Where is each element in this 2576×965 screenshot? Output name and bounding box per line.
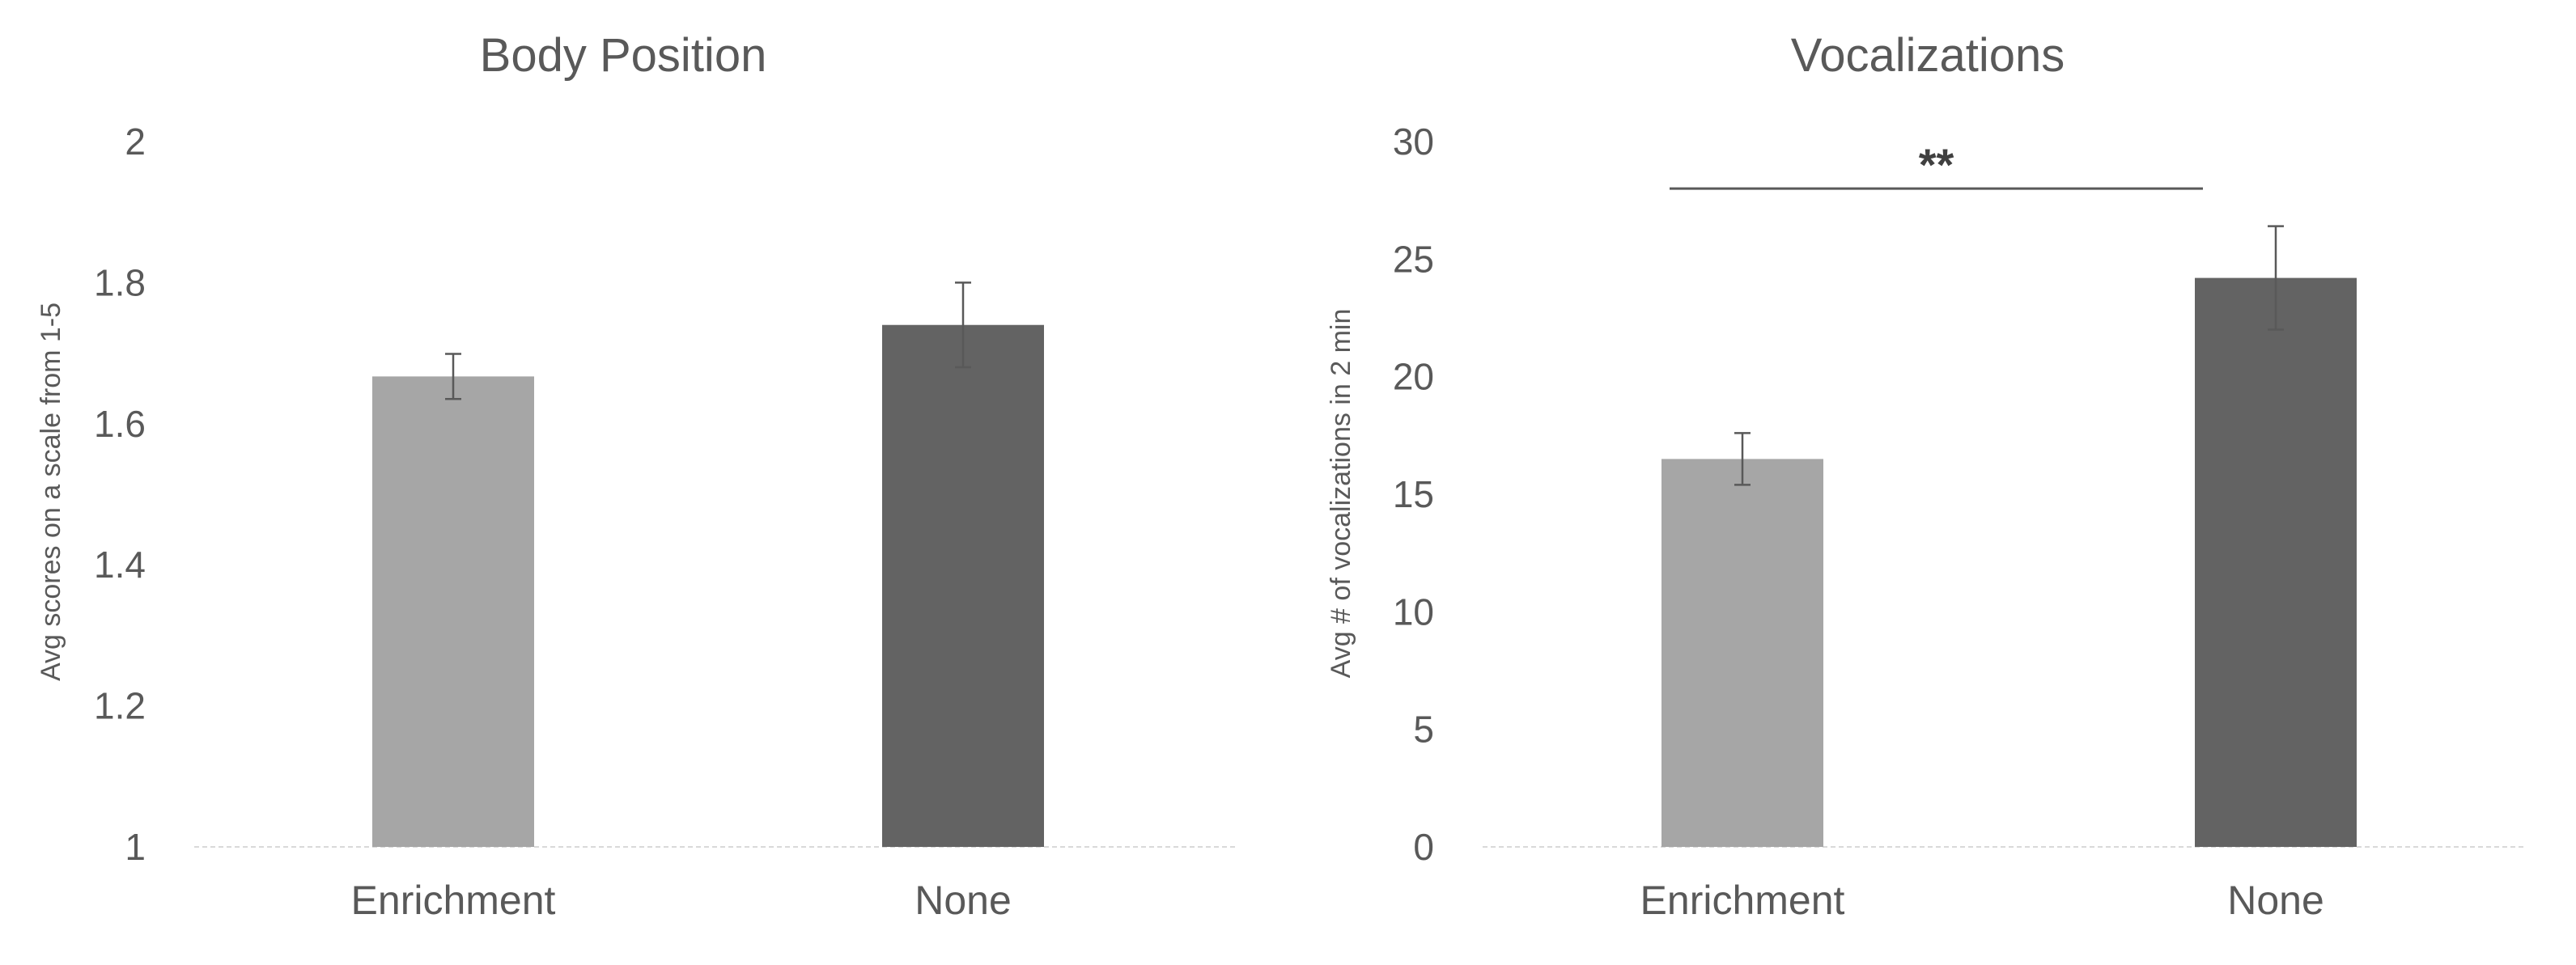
y-axis-ticks: 0 5 10 15 20 25 30 <box>1393 121 1434 868</box>
y-tick-label: 25 <box>1393 238 1434 280</box>
y-axis-ticks: 1 1.2 1.4 1.6 1.8 2 <box>94 121 146 868</box>
y-tick-label: 1.6 <box>94 403 146 445</box>
chart-body-position: Body Position Avg scores on a scale from… <box>36 29 1237 923</box>
error-bar-enrichment <box>445 353 461 400</box>
y-tick-label: 1.4 <box>94 544 146 586</box>
error-bar-none <box>955 281 971 369</box>
y-axis-label: Avg scores on a scale from 1-5 <box>36 303 66 681</box>
error-bars <box>445 281 971 400</box>
bar-none <box>2195 277 2357 847</box>
bar-enrichment <box>1661 459 1823 847</box>
y-tick-label: 1.2 <box>94 685 146 727</box>
significance-label: ** <box>1919 139 1954 190</box>
y-tick-label: 5 <box>1413 709 1434 751</box>
y-tick-label: 0 <box>1413 826 1434 868</box>
chart-vocalizations: Vocalizations Avg # of vocalizations in … <box>1326 29 2525 923</box>
category-label: Enrichment <box>351 878 556 923</box>
bar-none <box>882 324 1044 848</box>
y-tick-label: 30 <box>1393 121 1434 163</box>
y-tick-label: 15 <box>1393 473 1434 515</box>
bars <box>372 324 1044 848</box>
category-labels: Enrichment None <box>351 878 1012 923</box>
y-tick-label: 2 <box>125 121 146 163</box>
y-tick-label: 1.8 <box>94 261 146 303</box>
error-bar-none <box>2268 225 2284 331</box>
error-bar-enrichment <box>1734 432 1751 486</box>
category-labels: Enrichment None <box>1640 878 2324 923</box>
y-tick-label: 1 <box>125 826 146 868</box>
bar-enrichment <box>372 376 534 848</box>
bars <box>1661 277 2357 847</box>
y-axis-label: Avg # of vocalizations in 2 min <box>1326 309 1356 679</box>
error-bars <box>1734 225 2284 486</box>
significance-annotation: ** <box>1670 139 2203 190</box>
y-tick-label: 10 <box>1393 590 1434 633</box>
chart-title: Vocalizations <box>1791 29 2065 82</box>
y-tick-label: 20 <box>1393 356 1434 398</box>
chart-title: Body Position <box>480 29 767 82</box>
category-label: None <box>2227 878 2324 923</box>
category-label: None <box>915 878 1012 923</box>
category-label: Enrichment <box>1640 878 1845 923</box>
